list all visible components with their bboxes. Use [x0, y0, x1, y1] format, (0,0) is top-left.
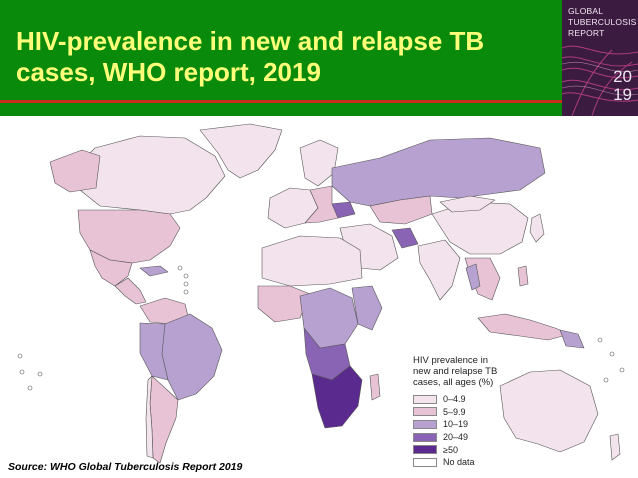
- region-mexico: [89, 249, 133, 287]
- legend-swatch: [413, 394, 437, 404]
- slide-title: HIV-prevalence in new and relapse TB cas…: [16, 26, 556, 88]
- legend-item: 10–19: [413, 418, 543, 431]
- region-myanmar-thailand: [465, 263, 481, 291]
- cover-pattern-icon: [562, 45, 638, 116]
- legend-label: 0–4.9: [443, 394, 466, 405]
- cover-text-1: GLOBAL: [568, 6, 604, 16]
- legend-title-line-3: cases, all ages (%): [413, 377, 494, 388]
- region-east-africa: [351, 285, 383, 331]
- legend-label: 20–49: [443, 432, 469, 443]
- region-usa: [77, 209, 181, 264]
- legend-item: ≥50: [413, 443, 543, 456]
- world-map: [17, 123, 625, 464]
- region-japan: [529, 213, 545, 243]
- region-iran: [391, 227, 419, 249]
- region-west-africa: [257, 285, 311, 323]
- region-indonesia: [477, 313, 571, 341]
- legend-label: No data: [443, 457, 475, 468]
- region-southern-africa: [311, 365, 363, 429]
- legend-item: 20–49: [413, 431, 543, 444]
- title-divider: [0, 100, 562, 103]
- region-madagascar: [369, 373, 381, 401]
- title-banner: HIV-prevalence in new and relapse TB cas…: [0, 0, 562, 116]
- region-new-zealand: [609, 433, 621, 461]
- cover-year-2: 19: [613, 85, 632, 104]
- title-line-2: cases, WHO report, 2019: [16, 57, 321, 87]
- region-chile: [145, 375, 154, 459]
- legend-swatch: [413, 407, 437, 417]
- cover-text-2: TUBERCULOSIS: [568, 17, 637, 27]
- region-russia: [331, 137, 546, 207]
- legend-label: 5–9.9: [443, 406, 466, 417]
- legend-title-line-1: HIV prevalence in: [413, 355, 488, 366]
- region-north-africa: [261, 235, 363, 287]
- source-note: Source: WHO Global Tuberculosis Report 2…: [8, 461, 243, 473]
- region-mongolia: [439, 195, 496, 213]
- title-line-1: HIV-prevalence in new and relapse TB: [16, 26, 485, 56]
- legend-title: HIV prevalence in new and relapse TB cas…: [413, 355, 543, 388]
- legend-swatch: [413, 432, 437, 442]
- region-australia: [499, 369, 599, 453]
- region-philippines: [517, 265, 529, 287]
- region-india: [417, 239, 461, 301]
- legend-swatch: [413, 445, 437, 455]
- legend-label: ≥50: [443, 444, 458, 455]
- legend-item: 0–4.9: [413, 393, 543, 406]
- region-greenland: [199, 123, 283, 179]
- legend-label: 10–19: [443, 419, 469, 430]
- report-cover-image: GLOBAL TUBERCULOSIS REPORT 20 19: [562, 0, 638, 116]
- map-legend: HIV prevalence in new and relapse TB cas…: [413, 355, 543, 469]
- legend-list: 0–4.9 5–9.9 10–19 20–49 ≥50 No data: [413, 393, 543, 469]
- cover-year-1: 20: [613, 67, 632, 86]
- region-central-america: [114, 277, 147, 305]
- region-papua-new-guinea: [559, 329, 585, 349]
- region-caribbean: [139, 265, 169, 277]
- cover-text-3: REPORT: [568, 28, 605, 38]
- region-peru-bolivia: [139, 322, 169, 381]
- legend-swatch: [413, 457, 437, 467]
- legend-title-line-2: new and relapse TB: [413, 366, 498, 377]
- region-brazil: [159, 313, 223, 401]
- legend-swatch: [413, 419, 437, 429]
- legend-item: 5–9.9: [413, 406, 543, 419]
- region-alaska: [49, 149, 101, 193]
- region-europe-east: [304, 185, 339, 224]
- legend-item: No data: [413, 456, 543, 469]
